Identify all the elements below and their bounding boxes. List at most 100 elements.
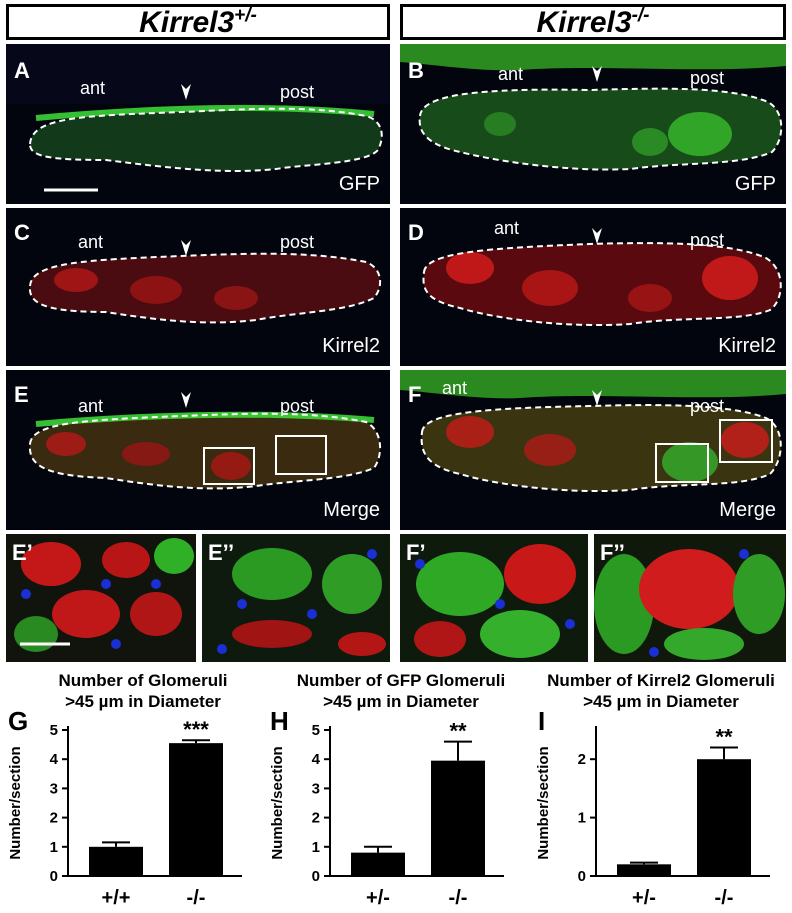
panel-label: F’’ [600,540,625,565]
x-tick-label: +/- [366,887,390,909]
anterior-label: ant [498,64,524,84]
micrograph [28,240,382,324]
inset-box-f2 [719,419,773,463]
inset-box-e1 [203,447,255,485]
panel-e2-inset: E’’ [202,534,390,662]
anterior-label: ant [78,232,104,252]
micrograph [202,534,390,662]
chart-letter: I [538,706,546,736]
anterior-label: ant [442,378,468,398]
bar [697,759,751,876]
x-tick-label: +/+ [102,887,131,909]
panel-label: A [14,58,30,83]
bar [351,852,405,876]
y-tick-label: 2 [50,810,58,827]
y-axis-label: Number/section [7,746,24,859]
posterior-label: post [280,82,315,102]
y-axis-label: Number/section [269,746,286,859]
inset-box-e2 [275,435,327,475]
anterior-label: ant [494,218,520,238]
chart-title: Number of Glomeruli >45 µm in Diameter [58,671,228,711]
chart-title: Number of Kirrel2 Glomeruli >45 µm in Dia… [547,671,775,711]
micrograph [28,392,382,490]
y-tick-label: 3 [312,780,320,797]
bar [431,760,485,876]
bar [617,864,671,876]
panel-b-gfp: B ant post GFP [400,44,786,204]
arrowhead-icon [592,228,602,244]
x-tick-label: +/- [632,887,656,909]
panel-f-merge: F ant post Merge [400,370,786,530]
bar [89,846,143,876]
panel-label: E [14,382,29,407]
y-tick-label: 1 [312,839,320,856]
chart-letter: H [270,706,289,736]
x-tick-label: -/- [715,887,734,909]
bar [169,743,223,876]
inset-box-f1 [655,443,709,483]
x-tick-label: -/- [187,887,206,909]
panel-label: D [408,220,424,245]
panel-d-kirrel2: D ant post Kirrel2 [400,208,786,366]
channel-label: Kirrel2 [322,335,380,357]
y-tick-label: 3 [50,780,58,797]
panel-label: E’ [12,540,33,565]
posterior-label: post [690,68,725,88]
micrograph [400,534,588,662]
panel-label: E’’ [208,540,235,565]
y-tick-label: 2 [312,810,320,827]
y-tick-label: 0 [578,868,586,885]
posterior-label: post [280,232,315,252]
panel-e-merge: E ant post Merge [6,370,390,530]
panel-a-gfp: A ant post GFP [6,44,390,204]
panel-c-kirrel2: C ant post Kirrel2 [6,208,390,366]
genotype-label: Kirrel3+/- [139,4,257,39]
channel-label: GFP [734,173,776,195]
micrograph [400,44,786,171]
y-tick-label: 0 [50,868,58,885]
panel-f2-inset: F’’ [594,534,786,662]
y-tick-label: 0 [312,868,320,885]
posterior-label: post [690,396,725,416]
y-tick-label: 4 [312,751,321,768]
y-tick-label: 2 [578,751,586,768]
header-heterozygous: Kirrel3+/- [6,4,390,40]
panel-label: F [408,382,422,407]
micrograph [400,370,786,493]
channel-label: Merge [719,499,776,521]
panel-e1-inset: E’ [6,534,196,662]
arrowhead-icon [592,390,602,406]
y-axis-label: Number/section [535,746,552,859]
x-tick-label: -/- [449,887,468,909]
anterior-label: ant [80,78,106,98]
channel-label: Kirrel2 [718,335,776,357]
panel-label: F’ [406,540,426,565]
posterior-label: post [690,230,725,250]
significance-label: ** [449,719,467,744]
chart-title: Number of GFP Glomeruli >45 µm in Diamete… [296,671,506,711]
y-tick-label: 5 [312,722,320,739]
anterior-label: ant [78,396,104,416]
panel-label: C [14,220,30,245]
micrograph [6,534,196,662]
arrowhead-icon [181,392,191,408]
significance-label: *** [183,717,209,742]
arrowhead-icon [181,84,191,100]
arrowhead-icon [181,240,191,256]
posterior-label: post [280,396,315,416]
genotype-label: Kirrel3-/- [536,4,650,39]
y-tick-label: 5 [50,722,58,739]
micrograph [6,44,390,192]
chart-letter: G [8,706,29,736]
panel-f1-inset: F’ [400,534,588,662]
micrograph [594,534,786,662]
y-tick-label: 4 [50,751,59,768]
channel-label: GFP [338,173,380,195]
significance-label: ** [715,725,733,750]
bar-chart-g: Number/section 0 1 2 3 4 5 +/+ *** -/- [7,717,242,909]
bar-chart-i: Number/section 0 1 2 +/- ** -/- [535,725,770,909]
bar-chart-h: Number/section 0 1 2 3 4 5 +/- ** -/- [269,719,504,909]
y-tick-label: 1 [578,810,586,827]
channel-label: Merge [323,499,380,521]
arrowhead-icon [592,66,602,82]
